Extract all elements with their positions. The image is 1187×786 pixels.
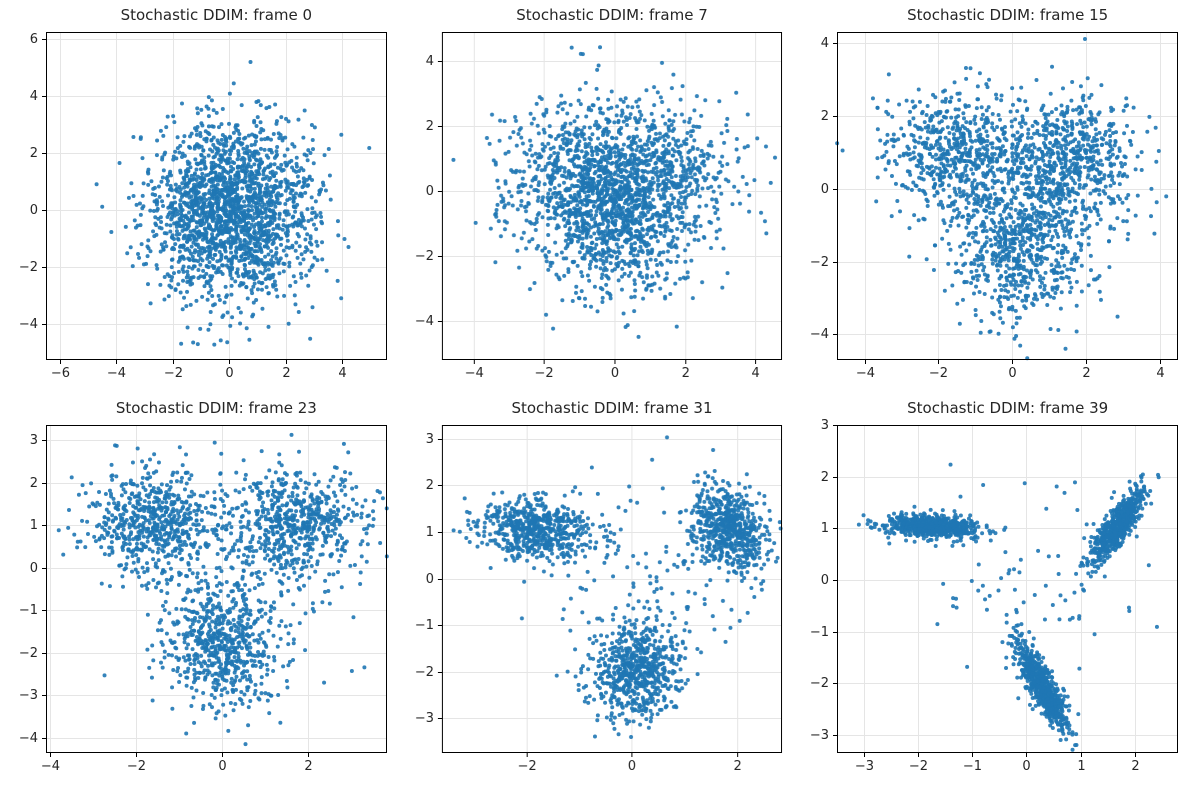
- subplot-frame-23: Stochastic DDIM: frame 23: [0, 393, 396, 786]
- subplot-frame-7: Stochastic DDIM: frame 7: [395, 0, 792, 393]
- scatter-canvas-frame-7: [395, 26, 792, 393]
- plot-title-frame-31: Stochastic DDIM: frame 31: [511, 399, 713, 417]
- subplot-frame-31: Stochastic DDIM: frame 31: [395, 393, 792, 786]
- plot-title-frame-15: Stochastic DDIM: frame 15: [907, 6, 1109, 24]
- scatter-canvas-frame-39: [791, 419, 1187, 786]
- scatter-canvas-frame-23: [0, 419, 396, 786]
- scatter-canvas-frame-0: [0, 26, 396, 393]
- scatter-canvas-frame-31: [395, 419, 792, 786]
- subplot-frame-39: Stochastic DDIM: frame 39: [791, 393, 1187, 786]
- plot-title-frame-39: Stochastic DDIM: frame 39: [907, 399, 1109, 417]
- scatter-canvas-frame-15: [791, 26, 1187, 393]
- plot-title-frame-0: Stochastic DDIM: frame 0: [120, 6, 313, 24]
- plot-title-frame-7: Stochastic DDIM: frame 7: [516, 6, 708, 24]
- subplot-frame-15: Stochastic DDIM: frame 15: [791, 0, 1187, 393]
- subplot-frame-0: Stochastic DDIM: frame 0: [0, 0, 396, 393]
- plot-title-frame-23: Stochastic DDIM: frame 23: [115, 399, 317, 417]
